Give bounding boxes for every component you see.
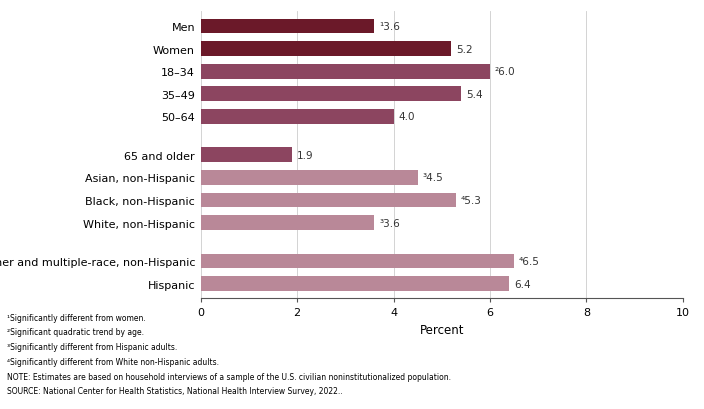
Bar	[201, 65, 490, 79]
Bar	[201, 193, 456, 208]
Bar	[201, 42, 451, 57]
Text: 5.4: 5.4	[466, 90, 482, 99]
Text: ²Significant quadratic trend by age.: ²Significant quadratic trend by age.	[7, 328, 144, 337]
Text: ¹3.6: ¹3.6	[379, 22, 400, 32]
Text: ³4.5: ³4.5	[422, 173, 444, 183]
Text: 1.9: 1.9	[297, 151, 314, 160]
Text: ³Significantly different from Hispanic adults.: ³Significantly different from Hispanic a…	[7, 342, 177, 351]
Bar	[201, 148, 292, 163]
Bar	[201, 276, 509, 291]
Text: 5.2: 5.2	[456, 45, 473, 54]
Text: ⁴Significantly different from White non-Hispanic adults.: ⁴Significantly different from White non-…	[7, 357, 219, 366]
Text: ¹Significantly different from women.: ¹Significantly different from women.	[7, 313, 146, 322]
Text: ³3.6: ³3.6	[379, 218, 400, 228]
Bar	[201, 254, 514, 269]
Text: 4.0: 4.0	[398, 112, 415, 122]
Text: ⁴6.5: ⁴6.5	[519, 256, 540, 266]
Bar	[201, 110, 394, 124]
Text: SOURCE: National Center for Health Statistics, National Health Interview Survey,: SOURCE: National Center for Health Stati…	[7, 387, 343, 396]
Bar	[201, 87, 461, 102]
X-axis label: Percent: Percent	[420, 323, 464, 336]
Text: NOTE: Estimates are based on household interviews of a sample of the U.S. civili: NOTE: Estimates are based on household i…	[7, 372, 451, 381]
Bar	[201, 20, 375, 34]
Bar	[201, 171, 417, 185]
Bar	[201, 216, 375, 230]
Text: ⁴5.3: ⁴5.3	[461, 196, 482, 205]
Text: 6.4: 6.4	[514, 279, 531, 289]
Text: ²6.0: ²6.0	[495, 67, 515, 77]
